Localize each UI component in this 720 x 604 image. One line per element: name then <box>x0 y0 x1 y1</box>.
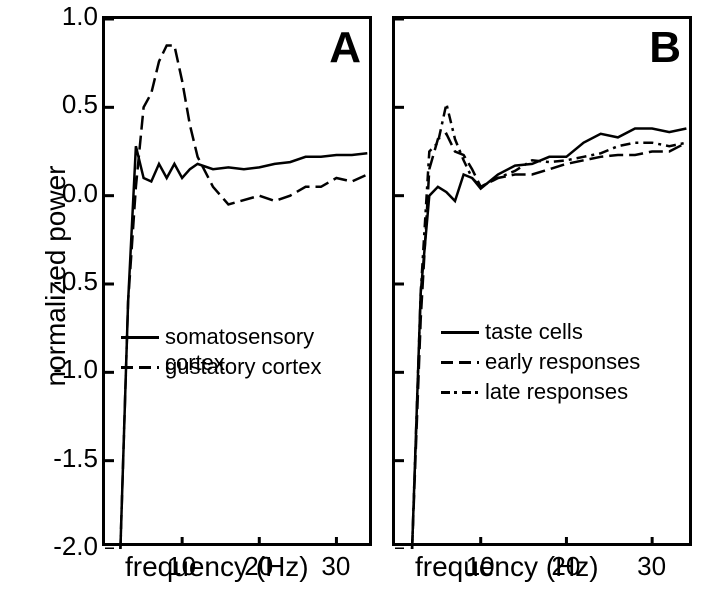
y-tick-label: -1.0 <box>53 354 98 385</box>
series-gustatory-cortex <box>120 46 367 550</box>
legend-swatch <box>441 361 479 364</box>
y-tick-label: 1.0 <box>62 1 98 32</box>
panel-a: A somatosensory cortexgustatory cortex f… <box>102 16 372 546</box>
legend-label: early responses <box>485 349 640 375</box>
legend-swatch <box>441 331 479 334</box>
y-tick-label: 0.0 <box>62 178 98 209</box>
chart-a-svg <box>105 19 375 549</box>
legend-label: late responses <box>485 379 628 405</box>
legend-label: gustatory cortex <box>165 354 322 380</box>
x-tick-label: 20 <box>244 551 273 582</box>
panel-a-label: A <box>329 23 361 73</box>
y-tick-label: -1.5 <box>53 443 98 474</box>
panel-b-label: B <box>649 23 681 73</box>
x-tick-label: 20 <box>551 551 580 582</box>
x-tick-label: 30 <box>637 551 666 582</box>
x-tick-label: 10 <box>466 551 495 582</box>
panel-b: B taste cells early responses late respons… <box>392 16 692 546</box>
y-tick-label: -2.0 <box>53 531 98 562</box>
x-axis-label-a: frequency (Hz) <box>125 551 309 583</box>
legend-label: taste cells <box>485 319 583 345</box>
figure: normalized power -2.0-1.5-1.0-0.50.00.51… <box>0 0 720 604</box>
legend-swatch <box>441 391 479 394</box>
x-tick-label: 10 <box>167 551 196 582</box>
x-tick-label: 30 <box>321 551 350 582</box>
legend-swatch <box>121 336 159 339</box>
chart-b-svg <box>395 19 695 549</box>
legend-swatch <box>121 366 159 369</box>
y-tick-label: -0.5 <box>53 266 98 297</box>
y-tick-label: 0.5 <box>62 89 98 120</box>
